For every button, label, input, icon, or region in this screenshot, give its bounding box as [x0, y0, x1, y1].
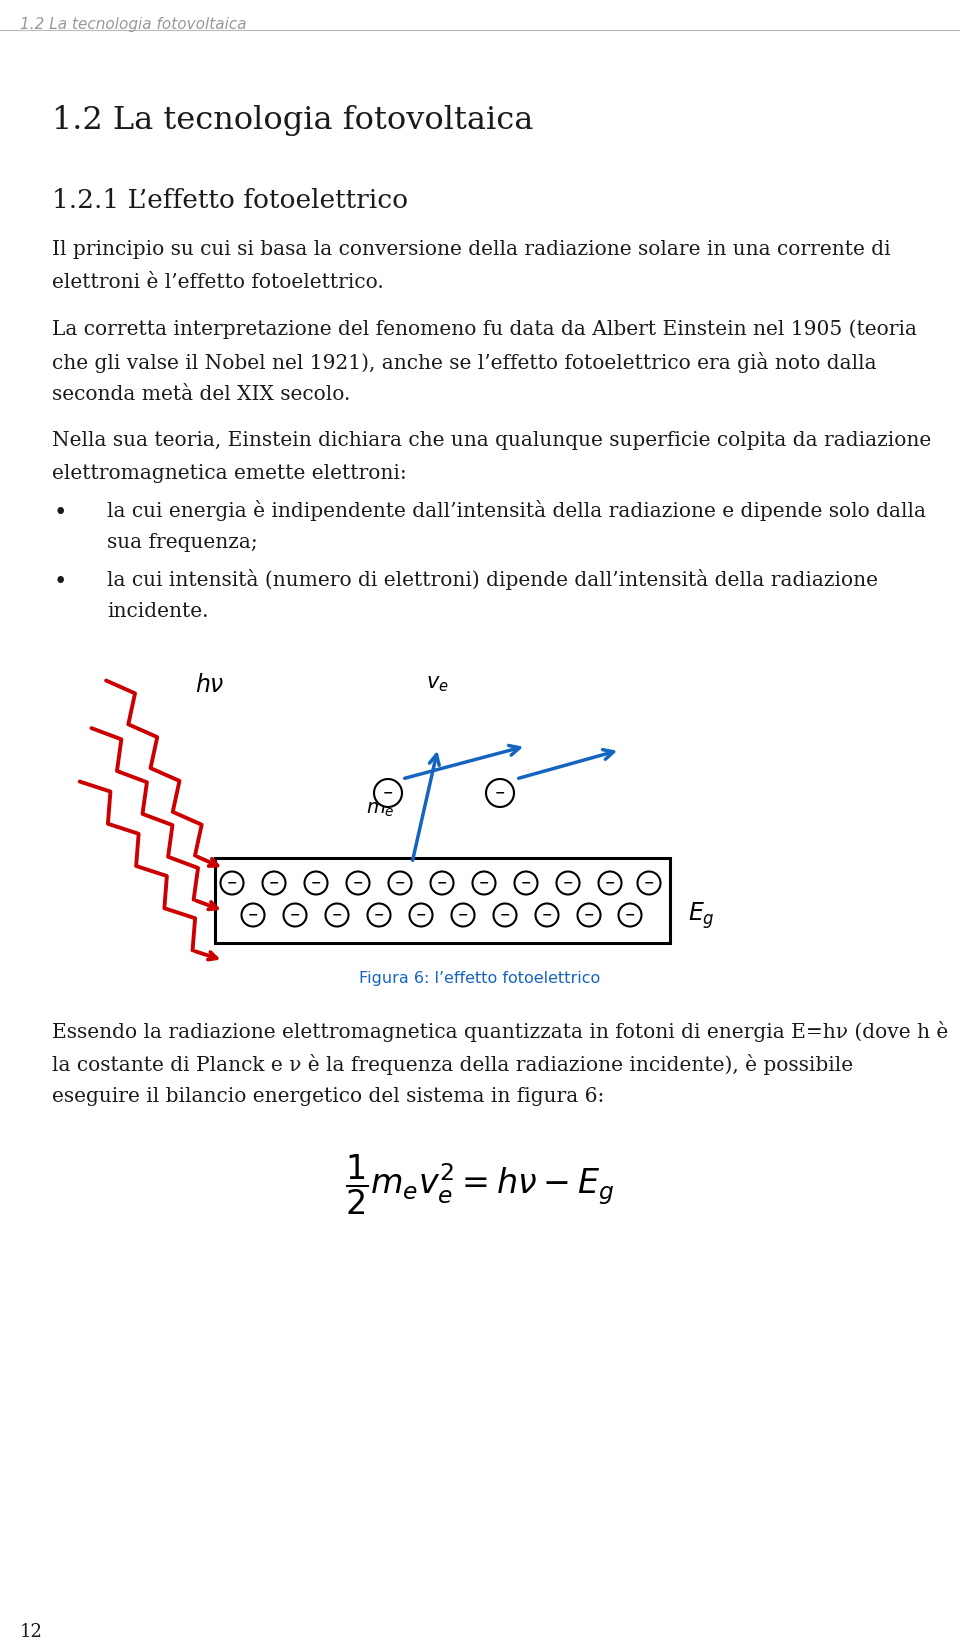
Text: 12: 12: [20, 1623, 43, 1641]
Text: −: −: [541, 908, 552, 921]
Text: −: −: [383, 786, 394, 799]
Text: elettroni è l’effetto fotoelettrico.: elettroni è l’effetto fotoelettrico.: [52, 272, 384, 292]
Circle shape: [536, 903, 559, 926]
Text: che gli valse il Nobel nel 1921), anche se l’effetto fotoelettrico era già noto : che gli valse il Nobel nel 1921), anche …: [52, 352, 876, 373]
Circle shape: [410, 903, 433, 926]
Text: Il principio su cui si basa la conversione della radiazione solare in una corren: Il principio su cui si basa la conversio…: [52, 239, 891, 259]
Text: Essendo la radiazione elettromagnetica quantizzata in fotoni di energia E=hν (do: Essendo la radiazione elettromagnetica q…: [52, 1020, 948, 1042]
Text: −: −: [644, 877, 655, 890]
Text: −: −: [584, 908, 594, 921]
Text: −: −: [227, 877, 237, 890]
Text: la costante di Planck e ν è la frequenza della radiazione incidente), è possibil: la costante di Planck e ν è la frequenza…: [52, 1053, 853, 1075]
Text: Nella sua teoria, Einstein dichiara che una qualunque superficie colpita da radi: Nella sua teoria, Einstein dichiara che …: [52, 431, 931, 451]
Text: •: •: [54, 502, 67, 523]
Text: 1.2.1 L’effetto fotoelettrico: 1.2.1 L’effetto fotoelettrico: [52, 188, 408, 213]
Text: −: −: [520, 877, 531, 890]
Circle shape: [347, 872, 370, 895]
Text: $E_g$: $E_g$: [688, 900, 715, 931]
Text: −: −: [605, 877, 615, 890]
Circle shape: [242, 903, 265, 926]
Circle shape: [389, 872, 412, 895]
Circle shape: [304, 872, 327, 895]
Text: −: −: [479, 877, 490, 890]
Text: elettromagnetica emette elettroni:: elettromagnetica emette elettroni:: [52, 464, 407, 484]
Text: la cui intensità (numero di elettroni) dipende dall’intensità della radiazione: la cui intensità (numero di elettroni) d…: [107, 570, 878, 589]
Text: −: −: [494, 786, 505, 799]
Text: •: •: [54, 571, 67, 593]
Text: $h\nu$: $h\nu$: [195, 674, 225, 697]
Text: −: −: [395, 877, 405, 890]
Text: sua frequenza;: sua frequenza;: [107, 533, 257, 551]
Circle shape: [598, 872, 621, 895]
Text: incidente.: incidente.: [107, 603, 208, 621]
Text: −: −: [563, 877, 573, 890]
Circle shape: [451, 903, 474, 926]
Circle shape: [221, 872, 244, 895]
Text: −: −: [269, 877, 279, 890]
Text: −: −: [437, 877, 447, 890]
Bar: [215, 859, 670, 943]
Text: −: −: [290, 908, 300, 921]
Text: −: −: [625, 908, 636, 921]
Text: 1.2 La tecnologia fotovoltaica: 1.2 La tecnologia fotovoltaica: [20, 17, 247, 31]
Text: $m_e$: $m_e$: [366, 801, 395, 819]
Text: Figura 6: l’effetto fotoelettrico: Figura 6: l’effetto fotoelettrico: [359, 971, 601, 986]
Text: eseguire il bilancio energetico del sistema in figura 6:: eseguire il bilancio energetico del sist…: [52, 1086, 605, 1106]
Text: −: −: [352, 877, 363, 890]
Circle shape: [430, 872, 453, 895]
Text: $\dfrac{1}{2}m_e v_e^2 = h\nu - E_g$: $\dfrac{1}{2}m_e v_e^2 = h\nu - E_g$: [346, 1152, 614, 1217]
Circle shape: [262, 872, 285, 895]
Text: −: −: [248, 908, 258, 921]
Circle shape: [637, 872, 660, 895]
Circle shape: [368, 903, 391, 926]
Text: −: −: [416, 908, 426, 921]
Circle shape: [472, 872, 495, 895]
Circle shape: [618, 903, 641, 926]
Circle shape: [515, 872, 538, 895]
Text: seconda metà del XIX secolo.: seconda metà del XIX secolo.: [52, 385, 350, 404]
Text: 1.2 La tecnologia fotovoltaica: 1.2 La tecnologia fotovoltaica: [52, 106, 534, 135]
Text: −: −: [311, 877, 322, 890]
Text: −: −: [332, 908, 343, 921]
Text: La corretta interpretazione del fenomeno fu data da Albert Einstein nel 1905 (te: La corretta interpretazione del fenomeno…: [52, 319, 917, 338]
Text: la cui energia è indipendente dall’intensità della radiazione e dipende solo dal: la cui energia è indipendente dall’inten…: [107, 500, 926, 522]
Text: −: −: [373, 908, 384, 921]
Text: −: −: [500, 908, 511, 921]
Text: −: −: [458, 908, 468, 921]
Circle shape: [325, 903, 348, 926]
Circle shape: [557, 872, 580, 895]
Circle shape: [578, 903, 601, 926]
Circle shape: [374, 779, 402, 807]
Circle shape: [493, 903, 516, 926]
Text: $v_e$: $v_e$: [426, 674, 448, 693]
Circle shape: [283, 903, 306, 926]
Circle shape: [486, 779, 514, 807]
